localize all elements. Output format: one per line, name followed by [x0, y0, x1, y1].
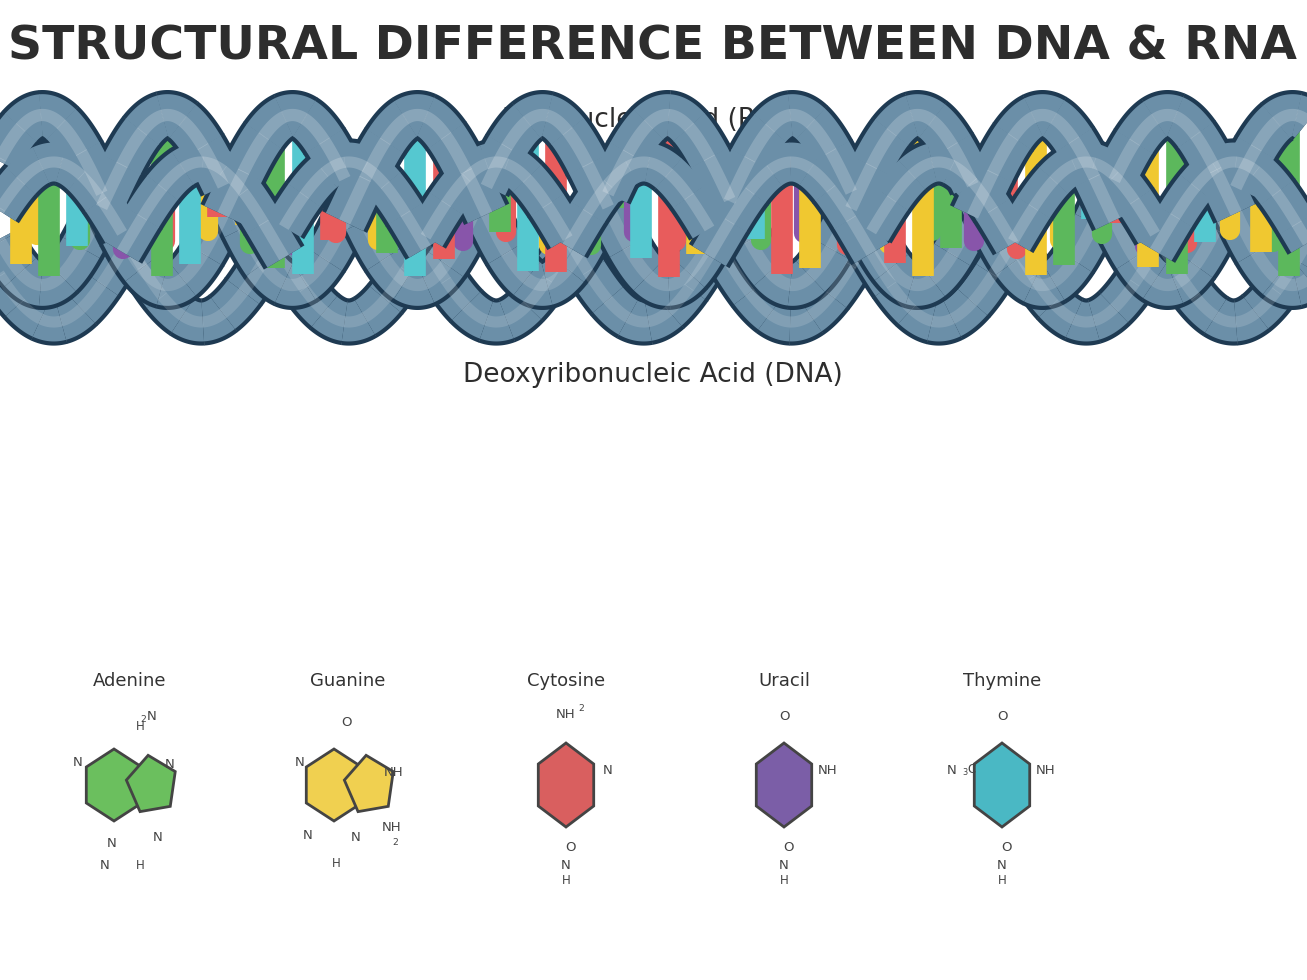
Polygon shape: [538, 743, 593, 827]
Text: $_2$: $_2$: [392, 835, 399, 848]
Text: NH: NH: [384, 766, 404, 779]
Polygon shape: [757, 743, 812, 827]
Text: N: N: [101, 858, 110, 871]
Text: NH: NH: [557, 709, 576, 721]
Text: Ribonucleic Acid (RNA): Ribonucleic Acid (RNA): [502, 107, 804, 133]
Polygon shape: [974, 743, 1030, 827]
Text: O: O: [784, 841, 795, 854]
Text: H: H: [136, 720, 144, 733]
Text: NH: NH: [382, 820, 401, 834]
Text: Thymine: Thymine: [963, 672, 1042, 690]
Polygon shape: [86, 749, 141, 821]
Text: Cytosine: Cytosine: [527, 672, 605, 690]
Text: H: H: [779, 873, 788, 887]
Polygon shape: [306, 749, 362, 821]
Text: H: H: [562, 873, 570, 887]
Text: N: N: [779, 858, 789, 871]
Text: N: N: [107, 837, 116, 850]
Text: N: N: [295, 757, 305, 769]
Text: Guanine: Guanine: [310, 672, 386, 690]
Text: H: H: [136, 858, 144, 871]
Text: N: N: [603, 763, 613, 776]
Text: N: N: [352, 830, 361, 844]
Polygon shape: [127, 756, 175, 811]
Text: N: N: [948, 763, 957, 776]
Text: O: O: [566, 841, 576, 854]
Text: $_2$: $_2$: [578, 701, 586, 713]
Text: $_2$N: $_2$N: [140, 710, 157, 724]
Text: $_3$C: $_3$C: [962, 762, 978, 777]
Text: Uracil: Uracil: [758, 672, 810, 690]
Text: N: N: [997, 858, 1006, 871]
Text: N: N: [165, 759, 175, 771]
Text: STRUCTURAL DIFFERENCE BETWEEN DNA & RNA: STRUCTURAL DIFFERENCE BETWEEN DNA & RNA: [9, 25, 1298, 70]
Text: O: O: [1001, 841, 1012, 854]
Text: N: N: [303, 828, 312, 842]
Text: Deoxyribonucleic Acid (DNA): Deoxyribonucleic Acid (DNA): [463, 362, 843, 388]
Text: H: H: [332, 857, 340, 869]
Text: O: O: [997, 710, 1008, 723]
Text: N: N: [561, 858, 571, 871]
Text: NH: NH: [1036, 763, 1056, 776]
Text: H: H: [997, 873, 1006, 887]
Text: O: O: [779, 710, 789, 723]
Text: N: N: [153, 830, 163, 844]
Text: NH: NH: [818, 763, 838, 776]
Text: N: N: [73, 757, 82, 769]
Text: O: O: [341, 716, 352, 729]
Polygon shape: [344, 756, 393, 811]
Text: Adenine: Adenine: [93, 672, 167, 690]
